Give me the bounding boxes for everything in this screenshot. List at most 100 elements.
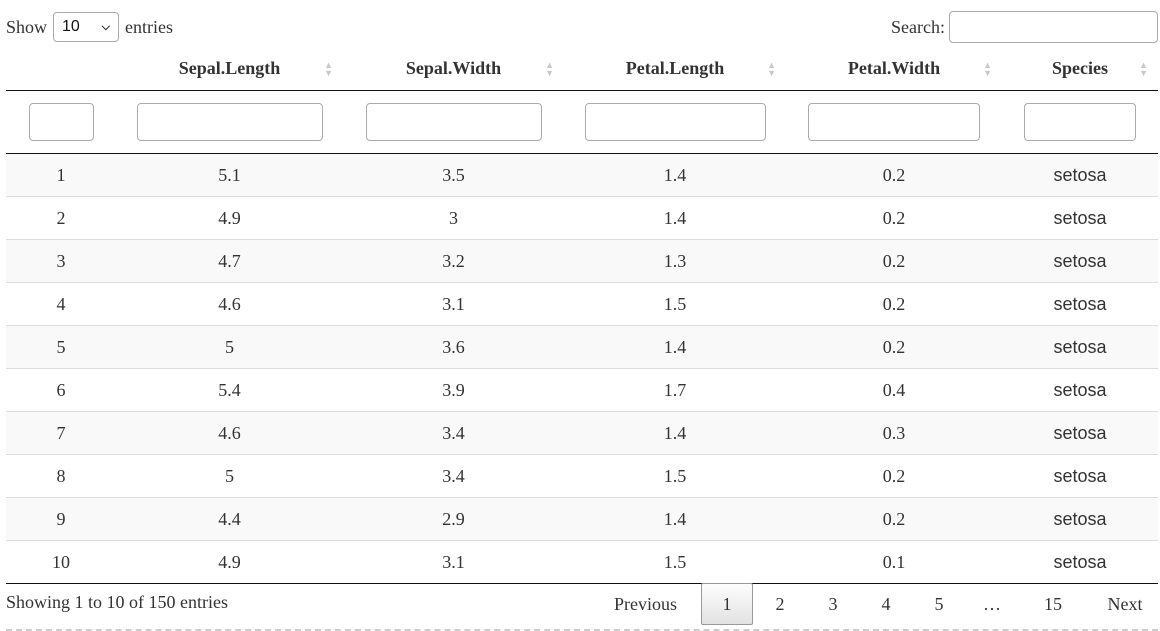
- table-cell: 3.1: [343, 282, 564, 326]
- table-cell: 0.3: [786, 411, 1002, 455]
- table-cell: 1.7: [564, 368, 786, 412]
- page-button-2[interactable]: 2: [775, 593, 785, 614]
- entries-select[interactable]: 10 ⌵: [53, 12, 120, 42]
- column-header-species[interactable]: Species ▲ ▼: [1002, 47, 1158, 91]
- filter-row: [6, 90, 1158, 154]
- sort-both-icon: ▲ ▼: [1139, 59, 1148, 78]
- table-cell: 3.6: [343, 325, 564, 369]
- column-header-label: Species: [1052, 58, 1108, 78]
- table-cell: setosa: [1002, 368, 1158, 412]
- page-button-3[interactable]: 3: [828, 593, 838, 614]
- table-row: 5 5 3.6 1.4 0.2 setosa: [6, 325, 1158, 369]
- previous-page-button[interactable]: Previous: [614, 593, 677, 614]
- table-cell: 1.4: [564, 153, 786, 197]
- table-cell: setosa: [1002, 540, 1158, 584]
- show-label: Show: [6, 16, 48, 37]
- divider: [6, 629, 1158, 631]
- chevron-down-icon: ⌵: [101, 20, 111, 33]
- table-cell: 5.1: [116, 153, 343, 197]
- filter-input-species[interactable]: [1024, 103, 1136, 141]
- next-page-button[interactable]: Next: [1107, 593, 1143, 614]
- entries-label: entries: [125, 16, 173, 37]
- table-cell: 5: [6, 325, 116, 369]
- page-button-5[interactable]: 5: [934, 593, 944, 614]
- table-cell: 7: [6, 411, 116, 455]
- table-cell: 3.1: [343, 540, 564, 584]
- page-button-15[interactable]: 15: [1044, 593, 1062, 614]
- table-row: 2 4.9 3 1.4 0.2 setosa: [6, 196, 1158, 240]
- table-cell: setosa: [1002, 196, 1158, 240]
- table-cell: setosa: [1002, 325, 1158, 369]
- table-cell: 9: [6, 497, 116, 541]
- page-button-4[interactable]: 4: [881, 593, 891, 614]
- table-cell: 0.1: [786, 540, 1002, 584]
- table-cell: 1.5: [564, 282, 786, 326]
- column-header-label: Petal.Length: [625, 58, 725, 78]
- table-cell: 4.9: [116, 540, 343, 584]
- table-cell: 0.4: [786, 368, 1002, 412]
- search-label: Search:: [891, 16, 945, 37]
- table-cell: 0.2: [786, 196, 1002, 240]
- table-row: 7 4.6 3.4 1.4 0.3 setosa: [6, 411, 1158, 455]
- column-header-sepal-width[interactable]: Sepal.Width ▲ ▼: [343, 47, 564, 91]
- table-row: 9 4.4 2.9 1.4 0.2 setosa: [6, 497, 1158, 541]
- table-info: Showing 1 to 10 of 150 entries: [6, 592, 228, 612]
- data-table: Sepal.Length ▲ ▼ Sepal.Width ▲ ▼ Petal.Lengt…: [6, 47, 1158, 584]
- datatable-wrapper: Show 10 ⌵ entries Search: Sepal.Length ▲ ▼…: [6, 0, 1158, 631]
- table-cell: 0.2: [786, 454, 1002, 498]
- table-cell: 4.7: [116, 239, 343, 283]
- page-button-1[interactable]: 1: [701, 583, 753, 625]
- table-cell: 5.4: [116, 368, 343, 412]
- table-row: 10 4.9 3.1 1.5 0.1 setosa: [6, 540, 1158, 584]
- column-header-sepal-length[interactable]: Sepal.Length ▲ ▼: [116, 47, 343, 91]
- table-cell: 4: [6, 282, 116, 326]
- table-cell: 0.2: [786, 153, 1002, 197]
- table-cell: 3: [343, 196, 564, 240]
- table-cell: 5: [116, 454, 343, 498]
- table-row: 6 5.4 3.9 1.7 0.4 setosa: [6, 368, 1158, 412]
- filter-input-petal-length[interactable]: [584, 103, 766, 141]
- table-cell: 8: [6, 454, 116, 498]
- table-cell: 1.5: [564, 454, 786, 498]
- column-header-label: Sepal.Width: [405, 58, 502, 78]
- table-cell: 3: [6, 239, 116, 283]
- table-cell: 0.2: [786, 497, 1002, 541]
- table-cell: 2: [6, 196, 116, 240]
- sort-both-icon: ▲ ▼: [767, 59, 776, 78]
- table-row: 4 4.6 3.1 1.5 0.2 setosa: [6, 282, 1158, 326]
- filter-input-sepal-width[interactable]: [365, 103, 542, 141]
- table-cell: 5: [116, 325, 343, 369]
- table-body: 1 5.1 3.5 1.4 0.2 setosa 2 4.9 3 1.4 0.2 setosa 3 4.7…: [6, 153, 1158, 584]
- column-header-petal-length[interactable]: Petal.Length ▲ ▼: [564, 47, 786, 91]
- table-cell: 1.4: [564, 411, 786, 455]
- table-cell: 10: [6, 540, 116, 584]
- table-cell: 0.2: [786, 239, 1002, 283]
- column-header-petal-width[interactable]: Petal.Width ▲ ▼: [786, 47, 1002, 91]
- filter-input-sepal-length[interactable]: [136, 103, 323, 141]
- table-cell: 1.4: [564, 196, 786, 240]
- table-cell: 1.4: [564, 325, 786, 369]
- table-cell: setosa: [1002, 497, 1158, 541]
- header-row: Sepal.Length ▲ ▼ Sepal.Width ▲ ▼ Petal.Lengt…: [6, 47, 1158, 91]
- search-input[interactable]: [949, 11, 1158, 43]
- table-cell: setosa: [1002, 411, 1158, 455]
- filter-input-petal-width[interactable]: [808, 103, 980, 141]
- table-cell: 4.6: [116, 282, 343, 326]
- table-cell: 1.3: [564, 239, 786, 283]
- table-cell: setosa: [1002, 454, 1158, 498]
- table-cell: 0.2: [786, 325, 1002, 369]
- table-cell: 4.4: [116, 497, 343, 541]
- table-cell: 1.5: [564, 540, 786, 584]
- sort-both-icon: ▲ ▼: [545, 59, 554, 78]
- table-cell: setosa: [1002, 282, 1158, 326]
- column-header-label: Petal.Width: [847, 58, 941, 78]
- table-controls: Show 10 ⌵ entries Search:: [6, 11, 1158, 43]
- table-cell: setosa: [1002, 153, 1158, 197]
- length-menu: Show 10 ⌵ entries: [6, 11, 173, 43]
- column-header-rownames: [6, 47, 116, 91]
- filter-input-rownames[interactable]: [28, 103, 94, 141]
- pagination-ellipsis: …: [983, 593, 1001, 614]
- table-row: 1 5.1 3.5 1.4 0.2 setosa: [6, 153, 1158, 197]
- table-cell: 3.4: [343, 454, 564, 498]
- sort-both-icon: ▲ ▼: [983, 59, 992, 78]
